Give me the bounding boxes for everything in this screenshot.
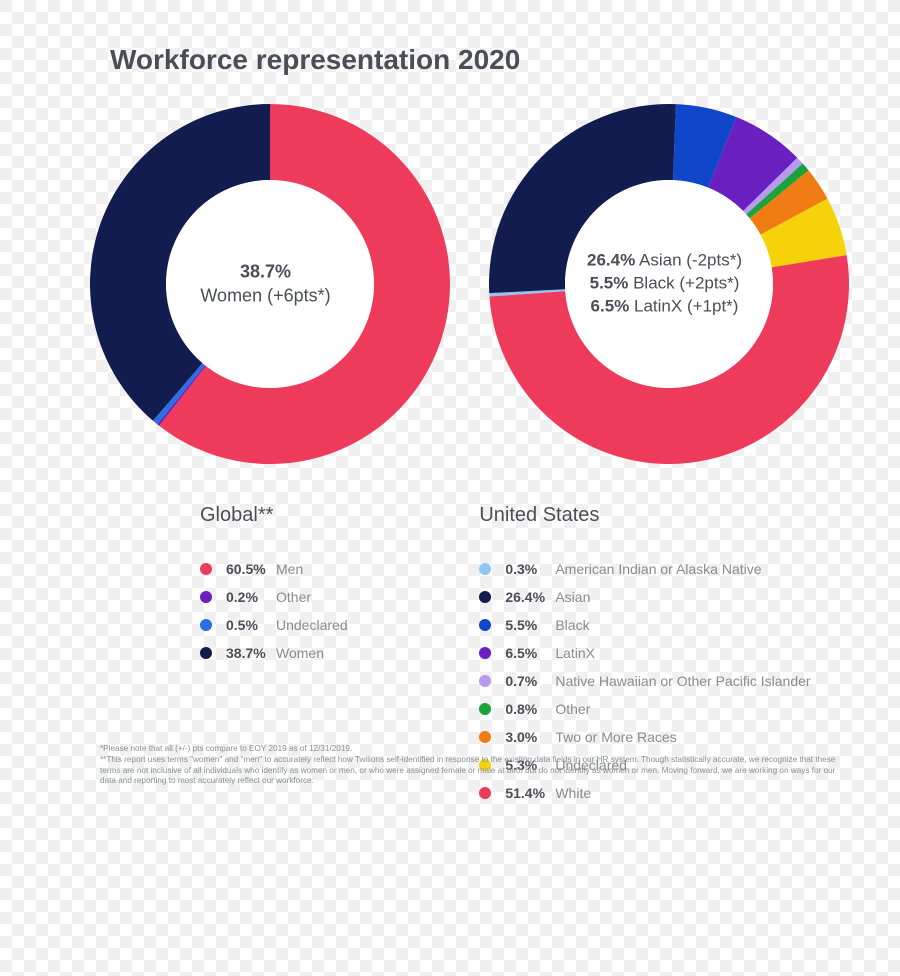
legend-label: Black (555, 617, 589, 633)
legend-pct: 60.5% (226, 561, 276, 577)
legend-row: 0.2%Other (200, 589, 399, 605)
legend-label: White (555, 785, 591, 801)
center-line: 38.7% (200, 260, 330, 284)
legend-label: Other (276, 589, 311, 605)
legend-pct: 51.4% (505, 785, 555, 801)
legend-row: 3.0%Two or More Races (479, 729, 840, 745)
legend-label: Other (555, 701, 590, 717)
legend-pct: 6.5% (505, 645, 555, 661)
legend-pct: 0.7% (505, 673, 555, 689)
legend-label: Native Hawaiian or Other Pacific Islande… (555, 673, 810, 689)
footnotes: *Please note that all (+/-) pts compare … (100, 744, 840, 787)
center-pct: 26.4% (587, 251, 635, 270)
legend-swatch (479, 731, 491, 743)
legend-row: 0.3%American Indian or Alaska Native (479, 561, 840, 577)
legend-row: 38.7%Women (200, 645, 399, 661)
center-pct: 5.5% (590, 274, 629, 293)
legend-pct: 0.2% (226, 589, 276, 605)
legend-label: Women (276, 645, 324, 661)
donut-us-center: 26.4% Asian (-2pts*)5.5% Black (+2pts*)6… (587, 250, 742, 319)
legend-label: Undeclared (276, 617, 348, 633)
legend-swatch (479, 647, 491, 659)
legend-swatch (479, 591, 491, 603)
center-line: 5.5% Black (+2pts*) (587, 273, 742, 296)
center-pct: 38.7% (240, 262, 291, 282)
legend-swatch (200, 591, 212, 603)
legend-pct: 26.4% (505, 589, 555, 605)
center-line: Women (+6pts*) (200, 284, 330, 308)
legend-row: 6.5%LatinX (479, 645, 840, 661)
page-title: Workforce representation 2020 (110, 44, 840, 76)
legend-pct: 0.8% (505, 701, 555, 717)
donut-global: 38.7% Women (+6pts*) (90, 104, 441, 464)
center-text: Black (+2pts*) (628, 274, 739, 293)
legend-swatch (479, 703, 491, 715)
charts-row: 38.7% Women (+6pts*) 26.4% Asian (-2pts*)… (90, 104, 840, 464)
legend-swatch (479, 787, 491, 799)
legend-swatch (200, 563, 212, 575)
center-text: Asian (-2pts*) (635, 251, 742, 270)
legend-row: 0.8%Other (479, 701, 840, 717)
legend-pct: 0.3% (505, 561, 555, 577)
legend-label: LatinX (555, 645, 595, 661)
legend-row: 26.4%Asian (479, 589, 840, 605)
legend-row: 51.4%White (479, 785, 840, 801)
legend-row: 0.5%Undeclared (200, 617, 399, 633)
center-text: LatinX (+1pt*) (629, 296, 738, 315)
donut-us: 26.4% Asian (-2pts*)5.5% Black (+2pts*)6… (489, 104, 840, 464)
legend-row: 0.7%Native Hawaiian or Other Pacific Isl… (479, 673, 840, 689)
center-line: 6.5% LatinX (+1pt*) (587, 295, 742, 318)
legend-pct: 3.0% (505, 729, 555, 745)
legend-pct: 5.5% (505, 617, 555, 633)
legend-swatch (479, 563, 491, 575)
legend-pct: 38.7% (226, 645, 276, 661)
legend-swatch (479, 675, 491, 687)
legend-label: Men (276, 561, 303, 577)
footnote-line: *Please note that all (+/-) pts compare … (100, 744, 840, 754)
legend-label: Asian (555, 589, 590, 605)
legend-swatch (200, 647, 212, 659)
center-pct: 6.5% (591, 296, 630, 315)
legend-label: American Indian or Alaska Native (555, 561, 761, 577)
center-line: 26.4% Asian (-2pts*) (587, 250, 742, 273)
legend-global-title: Global** (200, 504, 399, 527)
legend-swatch (479, 619, 491, 631)
legend-us-title: United States (479, 504, 840, 527)
legend-row: 60.5%Men (200, 561, 399, 577)
legend-row: 5.5%Black (479, 617, 840, 633)
center-text: Women (+6pts*) (200, 286, 330, 306)
legend-label: Two or More Races (555, 729, 676, 745)
legend-swatch (200, 619, 212, 631)
footnote-line: **This report uses terms "women" and "me… (100, 755, 840, 786)
donut-global-center: 38.7% Women (+6pts*) (200, 260, 330, 309)
legend-pct: 0.5% (226, 617, 276, 633)
